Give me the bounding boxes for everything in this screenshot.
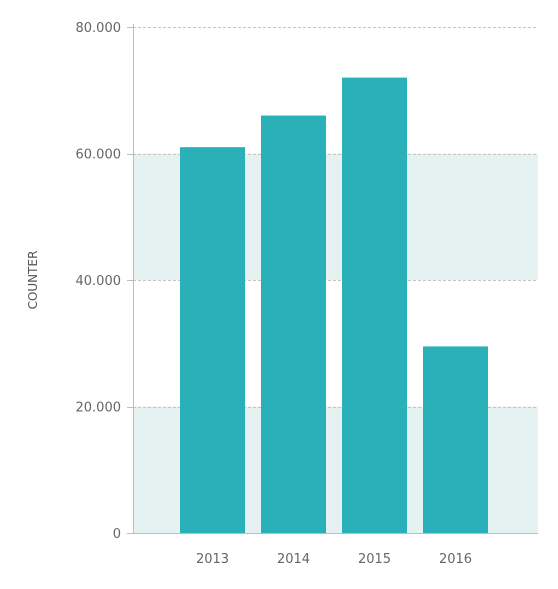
axes — [133, 24, 538, 534]
x-tick-label: 2016 — [439, 552, 472, 567]
y-tick-label: 60.000 — [76, 148, 122, 163]
bar-2016 — [423, 346, 488, 533]
y-tick-labels: 0 20.000 40.000 60.000 80.000 — [76, 21, 133, 542]
bar-2013 — [180, 147, 245, 534]
y-tick-label: 80.000 — [76, 21, 122, 36]
y-tick-label: 0 — [113, 527, 121, 542]
y-tick-label: 40.000 — [76, 274, 122, 289]
y-tick-label: 20.000 — [76, 401, 122, 416]
x-tick-label: 2014 — [277, 552, 310, 567]
bars — [180, 77, 488, 534]
y-axis-title: COUNTER — [26, 251, 40, 310]
x-tick-labels: 2013 2014 2015 2016 — [196, 552, 472, 567]
bar-2014 — [261, 115, 326, 534]
bar-2015 — [342, 77, 407, 533]
x-tick-label: 2015 — [358, 552, 391, 567]
x-tick-label: 2013 — [196, 552, 229, 567]
